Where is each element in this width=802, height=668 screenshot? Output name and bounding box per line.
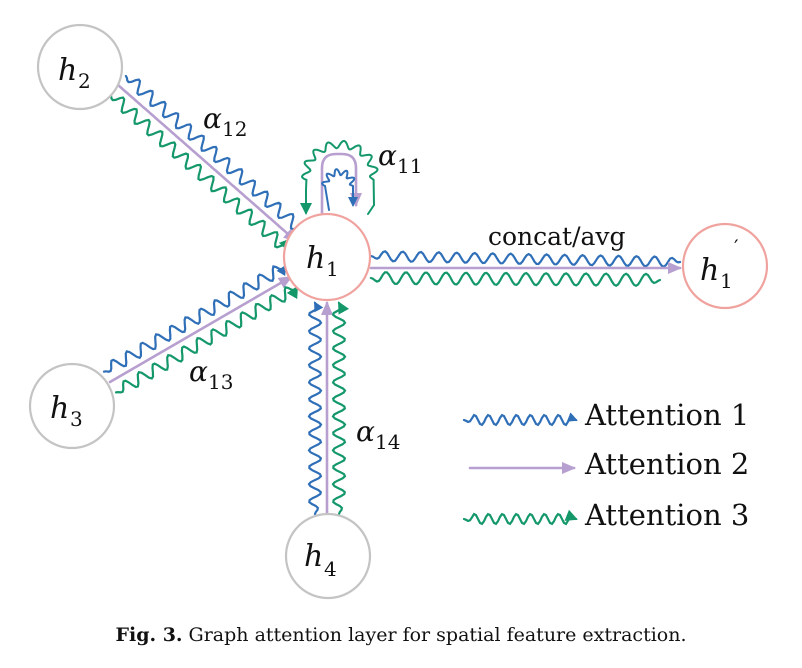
node-h1-prime-mark: ′ [734,235,739,259]
node-h1-sub: 1 [326,257,339,281]
caption-text: Graph attention layer for spatial featur… [188,624,687,646]
node-h1-prime-base: h [700,253,719,288]
legend-item-attention-3: Attention 3 [462,498,749,532]
alpha-14-sub: 14 [375,430,400,454]
label-alpha-11: α 11 [378,139,422,178]
concat-avg-label: concat/avg [488,222,626,251]
self-loop-attention-3 [300,140,379,215]
node-h2-sub: 2 [78,69,91,93]
label-alpha-12: α 12 [203,102,247,141]
h3-to-h1-attention-2 [108,275,293,384]
node-h1: h 1 [282,212,372,302]
node-h2: h 2 [36,23,124,111]
self-loop-attention-2 [320,152,362,217]
alpha-13-base: α [189,355,208,388]
node-h4: h 4 [284,512,372,600]
node-h1-prime: h 1 ′ [681,222,769,310]
self-loop-attention-1 [321,168,358,211]
h1-to-h1prime-attention-3 [369,271,661,288]
h2-to-h1-attention-3 [109,92,291,252]
label-alpha-13: α 13 [189,355,233,394]
caption-prefix: Fig. 3. [115,624,183,646]
legend-item-attention-2: Attention 2 [468,447,749,481]
node-h1-base: h [306,241,325,276]
legend: Attention 1 Attention 2 Attention 3 [462,398,749,532]
legend-label-attention-1: Attention 1 [584,398,749,432]
legend-symbol-attention-3 [462,509,578,526]
legend-label-attention-2: Attention 2 [584,447,749,481]
legend-line-3 [462,509,578,526]
node-h3-base: h [50,391,69,426]
h4-to-h1-attention-3 [331,301,350,516]
legend-line-1 [462,412,578,427]
figure-caption: Fig. 3. Graph attention layer for spatial… [0,624,802,646]
alpha-12-sub: 12 [222,117,247,141]
alpha-13-sub: 13 [208,370,233,394]
graph-attention-diagram: h 2 h 3 h 4 h 1 h 1 ′ α 12 α 11 α 13 α 1… [28,23,769,600]
label-alpha-14: α 14 [356,415,400,454]
node-h1-prime-sub: 1 [720,269,733,293]
h3-to-h1-attention-1 [102,264,287,373]
self-loop-h1 [300,140,379,217]
node-h3: h 3 [28,362,116,450]
h2-to-h1-attention-2 [116,83,298,243]
node-h4-base: h [304,539,323,574]
node-h2-base: h [58,53,77,88]
alpha-11-sub: 11 [397,154,422,178]
h3-to-h1-attention-3 [114,285,299,394]
alpha-11-base: α [378,139,397,172]
alpha-14-base: α [356,415,375,448]
h1-to-h1prime-attention-1 [370,250,682,268]
h4-to-h1-attention-1 [307,301,324,516]
legend-symbol-attention-1 [462,412,578,427]
edges-layer [102,74,682,516]
legend-label-attention-3: Attention 3 [584,498,749,532]
alpha-12-base: α [203,102,222,135]
node-h4-sub: 4 [324,557,337,581]
legend-item-attention-1: Attention 1 [462,398,749,432]
h2-to-h1-attention-1 [124,74,306,234]
node-h3-sub: 3 [70,407,83,431]
